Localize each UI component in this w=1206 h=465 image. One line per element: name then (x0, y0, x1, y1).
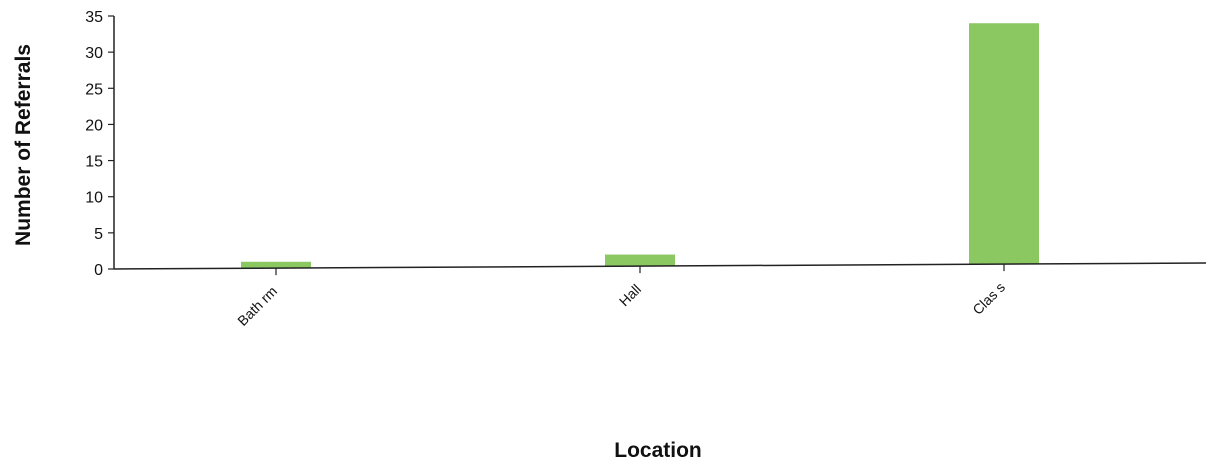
y-tick-label: 25 (85, 81, 103, 98)
y-axis-title: Number of Referrals (12, 44, 35, 246)
y-tick-label: 10 (85, 190, 103, 207)
x-axis-ticks: Bath rm Hall Clas s (234, 264, 1008, 329)
y-axis-ticks: 0 5 10 15 20 25 30 35 (85, 9, 114, 279)
y-tick-label: 20 (85, 117, 103, 134)
bar (605, 254, 675, 267)
bars (241, 23, 1039, 269)
x-axis-line (113, 262, 1206, 270)
x-tick-label: Hall (616, 281, 644, 309)
bar (241, 261, 311, 269)
x-tick-label: Bath rm (234, 283, 280, 329)
plot-area: 0 5 10 15 20 25 30 35 Bath rm Hall Clas s (85, 9, 1206, 329)
y-tick-label: 30 (85, 45, 103, 62)
y-tick-label: 35 (85, 9, 103, 26)
y-tick-label: 5 (94, 226, 103, 243)
x-axis-title: Location (614, 439, 702, 462)
y-tick-label: 0 (94, 262, 103, 279)
y-tick-label: 15 (85, 154, 103, 171)
x-tick-label: Clas s (969, 279, 1008, 318)
bar (969, 23, 1039, 265)
